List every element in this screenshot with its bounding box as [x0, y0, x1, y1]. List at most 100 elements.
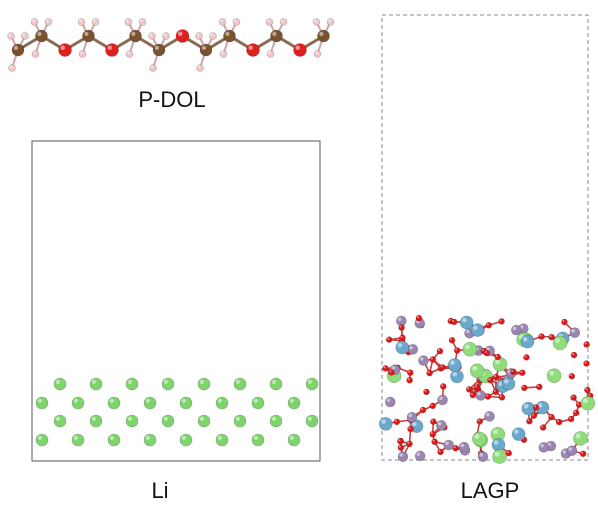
atom — [36, 397, 48, 409]
atom-highlight — [220, 20, 222, 22]
atom-highlight — [202, 46, 206, 50]
atom-highlight — [381, 419, 386, 424]
atom — [196, 33, 203, 40]
atom — [379, 417, 392, 430]
atom-highlight — [399, 325, 401, 327]
atom — [78, 19, 85, 26]
atom — [493, 374, 499, 380]
atom-highlight — [562, 450, 566, 454]
atom-highlight — [549, 335, 551, 337]
atom — [163, 33, 170, 40]
atom-highlight — [164, 417, 168, 421]
atom-highlight — [524, 355, 526, 357]
atom-highlight — [424, 390, 426, 392]
atom-highlight — [450, 360, 455, 365]
atom — [436, 420, 446, 430]
atom-highlight — [164, 34, 166, 36]
atom — [487, 377, 493, 383]
atom — [407, 412, 417, 422]
atom-highlight — [389, 370, 391, 372]
atom-highlight — [475, 385, 477, 387]
atom — [499, 318, 505, 324]
atom — [573, 431, 587, 445]
atom-highlight — [211, 34, 213, 36]
atom-highlight — [584, 361, 586, 363]
atom-highlight — [126, 20, 128, 22]
atom — [430, 419, 436, 425]
atom — [430, 403, 436, 409]
panel-label: P-DOL — [138, 87, 205, 112]
atom — [569, 373, 575, 379]
atom — [219, 19, 226, 26]
atom-highlight — [488, 378, 490, 380]
atom-highlight — [272, 417, 276, 421]
atom-highlight — [562, 320, 564, 322]
atom-highlight — [74, 399, 78, 403]
atom — [477, 418, 483, 424]
atom — [216, 397, 228, 409]
atom — [420, 407, 426, 413]
atom-highlight — [541, 425, 543, 427]
atom — [463, 342, 477, 356]
atom — [553, 336, 567, 350]
atom — [432, 439, 438, 445]
atom — [176, 30, 189, 43]
atom — [415, 451, 425, 461]
atom-highlight — [33, 52, 35, 54]
atom — [533, 404, 539, 410]
atom — [397, 438, 403, 444]
atom — [9, 65, 16, 72]
atom-highlight — [485, 351, 487, 353]
atom-highlight — [486, 413, 490, 417]
atom — [561, 319, 567, 325]
atom-highlight — [140, 20, 142, 22]
atom — [130, 30, 142, 42]
atom — [526, 418, 532, 424]
atom-highlight — [500, 395, 502, 397]
atom-highlight — [428, 371, 430, 373]
atom — [210, 33, 217, 40]
atom-highlight — [522, 386, 524, 388]
atom — [54, 378, 66, 390]
atom — [216, 434, 228, 446]
atom — [506, 450, 512, 456]
atom — [270, 378, 282, 390]
atom-highlight — [555, 338, 560, 343]
atom-highlight — [290, 436, 294, 440]
atom — [306, 378, 318, 390]
atom-highlight — [431, 404, 433, 406]
atom-highlight — [236, 417, 240, 421]
atom — [288, 434, 300, 446]
atom-highlight — [417, 452, 421, 456]
atom — [386, 337, 392, 343]
atom — [408, 344, 418, 354]
atom-highlight — [37, 32, 41, 36]
figure: P-DOL Li LAGP — [0, 0, 598, 506]
atom-highlight — [511, 370, 513, 372]
atom-highlight — [127, 52, 129, 54]
atom — [306, 415, 318, 427]
atom-highlight — [254, 436, 258, 440]
atom — [547, 369, 561, 383]
atom — [484, 411, 494, 421]
atom-highlight — [572, 353, 574, 355]
atom-highlight — [319, 32, 323, 36]
atom — [234, 415, 246, 427]
atom-highlight — [56, 417, 60, 421]
atom-highlight — [23, 34, 25, 36]
atom — [220, 51, 227, 58]
atom-highlight — [474, 434, 479, 439]
atom-highlight — [110, 436, 114, 440]
atom-highlight — [131, 32, 135, 36]
atom — [419, 356, 429, 366]
atom-highlight — [467, 387, 469, 389]
atom — [126, 378, 138, 390]
atom-highlight — [110, 399, 114, 403]
atom-highlight — [449, 319, 451, 321]
atom-highlight — [398, 317, 402, 321]
atom — [327, 19, 334, 26]
atom-highlight — [10, 66, 12, 68]
atom — [438, 449, 444, 455]
atom — [510, 369, 516, 375]
atom-highlight — [60, 45, 65, 50]
